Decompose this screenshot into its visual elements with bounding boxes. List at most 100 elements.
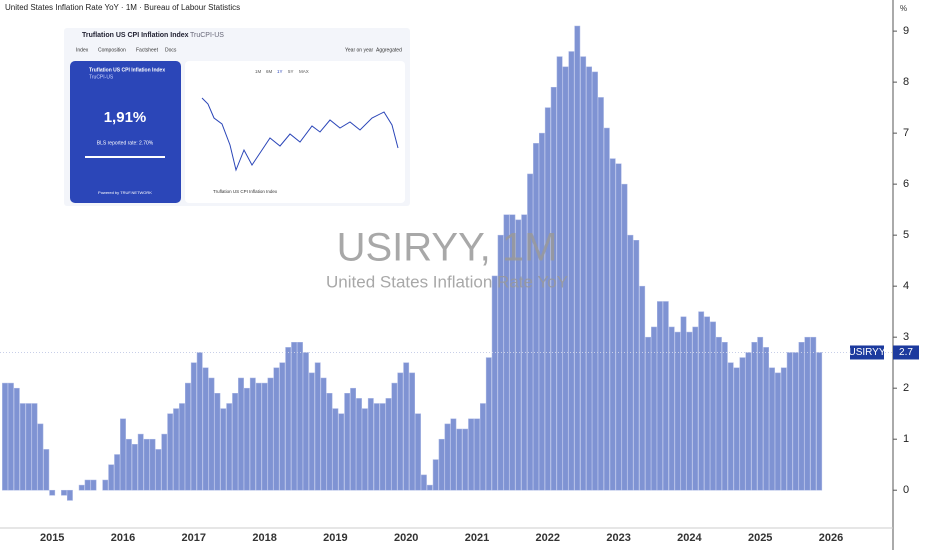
last-symbol-tag [850, 345, 884, 360]
y-axis: 0 1 2 3 4 5 6 7 8 9 [893, 25, 909, 496]
tab: Composition [98, 47, 126, 53]
bar [285, 347, 292, 491]
tab: Docs [165, 47, 177, 53]
y-tick-label: 6 [903, 178, 909, 190]
last-value-tag [893, 345, 919, 360]
range: 1M [255, 69, 262, 74]
y-tick-label: 7 [903, 127, 909, 139]
bar [149, 438, 156, 491]
bar [244, 387, 250, 491]
bar [102, 479, 109, 491]
x-tick-label: 2021 [465, 532, 489, 544]
bar [249, 377, 256, 491]
bar [84, 479, 91, 491]
bar [680, 316, 687, 491]
bar [745, 352, 752, 491]
bar [155, 449, 162, 491]
bar [639, 285, 646, 491]
bar [362, 408, 368, 491]
bar [733, 367, 740, 491]
bar [804, 336, 811, 491]
bar [308, 372, 315, 491]
card-bls: BLS reported rate: 2.70% [97, 140, 154, 146]
range: 5Y [288, 69, 294, 74]
bar [403, 362, 410, 491]
bar [226, 403, 233, 491]
bar [297, 342, 303, 491]
bar [598, 97, 604, 491]
bar [167, 413, 174, 491]
bar [609, 158, 616, 491]
bar [19, 403, 26, 491]
bar [421, 474, 427, 491]
bar [562, 66, 569, 491]
bar [739, 357, 746, 491]
bar [474, 418, 480, 491]
bar [533, 143, 539, 491]
bar [238, 377, 244, 491]
bar [704, 316, 711, 491]
y-tick-label: 9 [903, 25, 909, 37]
unit-label: % [900, 4, 907, 13]
bar [303, 352, 309, 491]
inset-plot [185, 61, 405, 203]
y-tick-label: 0 [903, 484, 909, 496]
bar [810, 336, 817, 491]
bar [645, 336, 652, 491]
bar [657, 301, 663, 491]
bar [220, 408, 227, 491]
bar [379, 403, 386, 491]
y-tick-label: 2 [903, 382, 909, 394]
x-tick-label: 2016 [111, 532, 135, 544]
x-tick-label: 2020 [394, 532, 418, 544]
bar [710, 321, 716, 491]
bar [462, 428, 469, 491]
bar [8, 382, 14, 491]
bar [356, 398, 362, 491]
bar [350, 387, 357, 491]
bar [391, 382, 398, 491]
bar [686, 331, 693, 491]
bar [196, 352, 203, 491]
x-tick-label: 2023 [606, 532, 630, 544]
bar [692, 326, 699, 491]
bar [491, 275, 498, 491]
bar [426, 484, 433, 491]
bar [592, 71, 598, 491]
bar [279, 362, 286, 491]
x-tick-label: 2015 [40, 532, 64, 544]
bar [716, 336, 722, 491]
bar [751, 342, 758, 491]
y-tick-label: 4 [903, 280, 909, 292]
x-tick-label: 2017 [182, 532, 206, 544]
bar [633, 240, 640, 491]
bar [344, 393, 351, 491]
inset-title: Truflation US CPI Inflation Index [82, 32, 189, 39]
bar [338, 413, 345, 491]
bar [539, 132, 545, 491]
bar [385, 398, 392, 491]
bars [2, 25, 823, 501]
bar [627, 234, 634, 491]
bar [13, 387, 20, 491]
bar [255, 382, 262, 491]
bar [674, 331, 681, 491]
bar [580, 56, 587, 491]
bar [763, 347, 770, 491]
bar [208, 377, 215, 491]
range: 6M [266, 69, 273, 74]
bar [668, 326, 675, 491]
bar [780, 367, 787, 491]
bar [456, 428, 463, 491]
watermark: USIRYY, 1M [337, 226, 558, 270]
bar [698, 311, 705, 491]
bar [792, 352, 799, 491]
bar [131, 444, 138, 491]
bar [179, 403, 185, 491]
bar [31, 403, 38, 491]
bar [544, 107, 551, 491]
bar [314, 362, 321, 491]
bar [232, 393, 238, 491]
bar [497, 234, 504, 491]
bar [67, 489, 73, 501]
